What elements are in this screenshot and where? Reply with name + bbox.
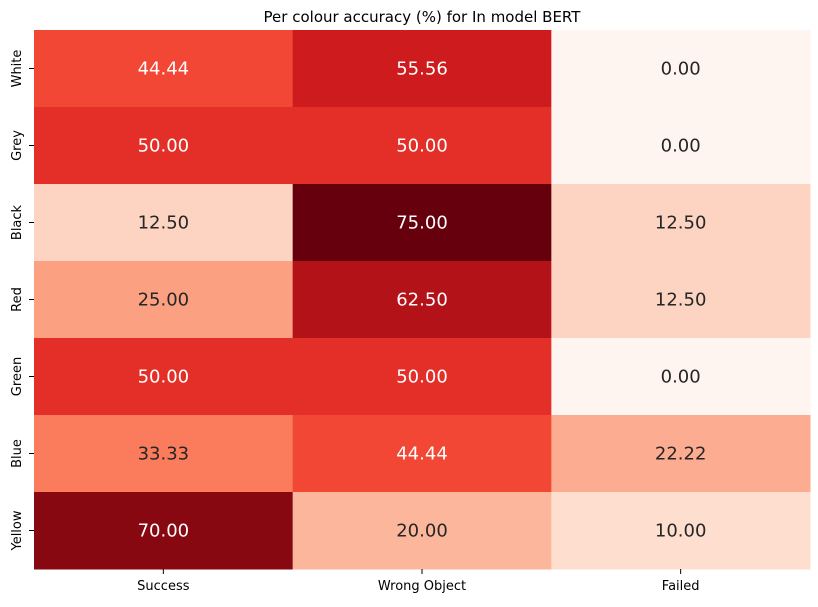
- heatmap-cell: [292, 30, 552, 108]
- cell-value-label: 75.00: [396, 213, 448, 234]
- heatmap-cell: [34, 492, 294, 570]
- cell-value-label: 12.50: [655, 290, 707, 311]
- y-tick-label: Blue: [10, 439, 25, 468]
- heatmap-cell: [292, 184, 552, 262]
- cell-value-label: 20.00: [396, 521, 448, 542]
- heatmap-cell: [292, 492, 552, 570]
- cell-value-label: 12.50: [655, 213, 707, 234]
- cell-value-label: 10.00: [655, 521, 707, 542]
- heatmap-cell: [292, 415, 552, 493]
- heatmap-cell: [551, 30, 811, 108]
- heatmap-cell: [292, 107, 552, 185]
- y-tick-label: Yellow: [10, 510, 25, 551]
- heatmap-cell: [551, 492, 811, 570]
- heatmap-cell: [34, 415, 294, 493]
- cell-value-label: 50.00: [396, 136, 448, 157]
- cell-value-label: 25.00: [138, 290, 190, 311]
- heatmap-cell: [34, 107, 294, 185]
- heatmap-cell: [551, 184, 811, 262]
- cell-value-label: 44.44: [396, 444, 448, 465]
- heatmap-cell: [551, 338, 811, 416]
- heatmap-cell: [551, 415, 811, 493]
- y-tick-label: Green: [10, 357, 25, 396]
- heatmap-cell: [551, 107, 811, 185]
- y-tick-label: Grey: [10, 130, 25, 161]
- heatmap-cell-labels: 44.44 55.56 0.00 50.00 50.00 0.00 12.50 75.00 12…: [138, 59, 707, 542]
- heatmap-cell: [34, 261, 294, 339]
- heatmap-cell: [551, 261, 811, 339]
- y-tick-label: Red: [10, 287, 25, 312]
- cell-value-label: 33.33: [138, 444, 190, 465]
- cell-value-label: 50.00: [138, 136, 190, 157]
- cell-value-label: 55.56: [396, 59, 448, 80]
- cell-value-label: 70.00: [138, 521, 190, 542]
- y-axis: White Grey Black Red Green Blue Yellow: [10, 50, 34, 552]
- cell-value-label: 50.00: [138, 367, 190, 388]
- x-axis: Success Wrong Object Failed: [137, 569, 700, 594]
- x-tick-label: Wrong Object: [378, 579, 466, 594]
- y-tick-label: White: [10, 50, 25, 88]
- heatmap-cell: [292, 261, 552, 339]
- chart-title: Per colour accuracy (%) for In model BER…: [264, 8, 582, 26]
- heatmap-cell: [34, 338, 294, 416]
- heatmap-cells: [34, 30, 811, 570]
- x-tick-label: Failed: [662, 579, 700, 594]
- cell-value-label: 0.00: [661, 136, 701, 157]
- y-tick-label: Black: [10, 204, 25, 240]
- cell-value-label: 22.22: [655, 444, 707, 465]
- heatmap-cell: [34, 30, 294, 108]
- cell-value-label: 0.00: [661, 367, 701, 388]
- cell-value-label: 44.44: [138, 59, 190, 80]
- heatmap-cell: [292, 338, 552, 416]
- cell-value-label: 0.00: [661, 59, 701, 80]
- heatmap-cell: [34, 184, 294, 262]
- cell-value-label: 50.00: [396, 367, 448, 388]
- x-tick-label: Success: [137, 579, 190, 594]
- cell-value-label: 12.50: [138, 213, 190, 234]
- cell-value-label: 62.50: [396, 290, 448, 311]
